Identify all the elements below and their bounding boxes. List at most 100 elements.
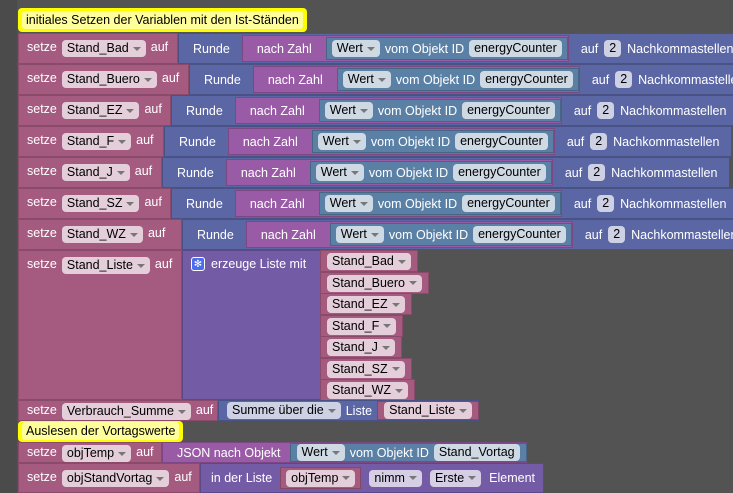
decimals-field[interactable]: 2 xyxy=(590,133,608,150)
set-variable-block[interactable]: setze Stand_WZ auf Runde nach Zahl Wert … xyxy=(18,219,733,250)
decimals-field[interactable]: 2 xyxy=(608,226,626,243)
variable-dropdown[interactable]: Stand_WZ xyxy=(327,382,409,399)
object-id-label: vom Objekt ID xyxy=(368,165,449,180)
get-value-block[interactable]: Wert vom Objekt ID energyCounter xyxy=(318,99,561,122)
variable-dropdown[interactable]: Stand_J xyxy=(327,339,395,356)
set-variable-block[interactable]: setze Stand_Buero auf Runde nach Zahl We… xyxy=(18,64,733,95)
object-id-field[interactable]: energyCounter xyxy=(453,164,546,181)
round-block[interactable]: Runde nach Zahl Wert vom Objekt ID energ… xyxy=(171,188,733,219)
variable-dropdown[interactable]: Stand_Buero xyxy=(61,71,157,88)
round-block[interactable]: Runde nach Zahl Wert vom Objekt ID energ… xyxy=(178,33,733,64)
variable-dropdown[interactable]: objTemp xyxy=(286,469,356,487)
set-variable-block[interactable]: setze Stand_F auf Runde nach Zahl Wert v… xyxy=(18,126,733,157)
set-variable-block[interactable]: setze Stand_EZ auf Runde nach Zahl Wert … xyxy=(18,95,733,126)
decimals-field[interactable]: 2 xyxy=(615,71,633,88)
list-get-block[interactable]: in der Liste objTemp nimm Erste Element xyxy=(200,463,545,493)
object-id-field[interactable]: energyCounter xyxy=(462,102,555,119)
set-variable-block[interactable]: setze Stand_J auf Runde nach Zahl Wert v… xyxy=(18,157,731,188)
variable-dropdown[interactable]: Stand_F xyxy=(61,133,132,150)
set-variable-block[interactable]: setze Stand_Bad auf Runde nach Zahl Wert… xyxy=(18,33,733,64)
auf-label: auf xyxy=(564,165,583,180)
to-number-block[interactable]: nach Zahl Wert vom Objekt ID energyCount… xyxy=(225,159,553,186)
list-item-variable-block[interactable]: Stand_WZ xyxy=(320,379,416,401)
decimals-field[interactable]: 2 xyxy=(597,102,615,119)
object-id-field[interactable]: energyCounter xyxy=(473,226,566,243)
variable-dropdown[interactable]: Stand_SZ xyxy=(61,195,140,212)
comment-text: initiales Setzen der Variablen mit den I… xyxy=(22,11,303,29)
create-list-block[interactable]: ✻ erzeuge Liste mit xyxy=(182,250,322,400)
variable-dropdown[interactable]: Stand_SZ xyxy=(327,360,405,378)
attribute-dropdown[interactable]: Wert xyxy=(324,195,373,212)
list-item-variable-block[interactable]: Stand_SZ xyxy=(320,357,412,380)
object-id-field[interactable]: energyCounter xyxy=(480,71,573,88)
attribute-dropdown[interactable]: Wert xyxy=(296,444,345,461)
gear-icon[interactable]: ✻ xyxy=(191,257,205,271)
attribute-dropdown[interactable]: Wert xyxy=(324,102,373,119)
object-id-field[interactable]: energyCounter xyxy=(462,195,555,212)
json-to-object-block[interactable]: JSON nach Objekt Wert vom Objekt ID Stan… xyxy=(162,442,527,463)
variable-dropdown[interactable]: objTemp xyxy=(61,445,132,462)
variable-dropdown[interactable]: Verbrauch_Summe xyxy=(61,403,191,420)
mode-dropdown[interactable]: nimm xyxy=(369,469,422,487)
round-block[interactable]: Runde nach Zahl Wert vom Objekt ID energ… xyxy=(162,157,731,188)
list-item-variable-block[interactable]: Stand_EZ xyxy=(320,293,412,315)
set-objstandvortag-block[interactable]: setze objStandVortag auf in der Liste ob… xyxy=(18,463,545,493)
set-stand-liste-block[interactable]: setze Stand_Liste auf ✻ erzeuge Liste mi… xyxy=(18,250,322,400)
set-objtemp-block[interactable]: setze objTemp auf JSON nach Objekt Wert … xyxy=(18,442,527,463)
variable-dropdown[interactable]: objStandVortag xyxy=(61,470,170,487)
to-number-block[interactable]: nach Zahl Wert vom Objekt ID energyCount… xyxy=(234,190,562,217)
list-item-variable-block[interactable]: Stand_J xyxy=(320,336,402,358)
to-number-block[interactable]: nach Zahl Wert vom Objekt ID energyCount… xyxy=(245,221,573,248)
get-value-block[interactable]: Wert vom Objekt ID Stand_Vortag xyxy=(289,443,527,462)
variable-dropdown[interactable]: Stand_Liste xyxy=(61,257,150,274)
variable-dropdown[interactable]: Stand_WZ xyxy=(61,226,143,243)
math-on-list-block[interactable]: Summe über die Liste Stand_Liste xyxy=(218,400,480,421)
attribute-dropdown[interactable]: Wert xyxy=(317,133,366,150)
to-number-block[interactable]: nach Zahl Wert vom Objekt ID energyCount… xyxy=(227,128,555,155)
object-id-field[interactable]: Stand_Vortag xyxy=(433,444,520,461)
get-value-block[interactable]: Wert vom Objekt ID energyCounter xyxy=(309,161,552,184)
to-number-block[interactable]: nach Zahl Wert vom Objekt ID energyCount… xyxy=(241,35,569,62)
decimals-field[interactable]: 2 xyxy=(597,195,615,212)
attribute-dropdown[interactable]: Wert xyxy=(315,164,364,181)
variable-get-block[interactable]: Stand_Liste xyxy=(377,401,480,420)
object-id-field[interactable]: energyCounter xyxy=(455,133,548,150)
to-number-block[interactable]: nach Zahl Wert vom Objekt ID energyCount… xyxy=(252,66,580,93)
get-value-block[interactable]: Wert vom Objekt ID energyCounter xyxy=(336,68,579,91)
get-value-block[interactable]: Wert vom Objekt ID energyCounter xyxy=(325,37,568,60)
variable-dropdown[interactable]: Stand_EZ xyxy=(61,102,140,119)
setze-label: setze xyxy=(27,164,57,178)
variable-dropdown[interactable]: Stand_Liste xyxy=(384,402,473,419)
variable-dropdown[interactable]: Stand_J xyxy=(61,164,130,181)
round-block[interactable]: Runde nach Zahl Wert vom Objekt ID energ… xyxy=(164,126,733,157)
object-id-field[interactable]: energyCounter xyxy=(469,40,562,57)
operation-dropdown[interactable]: Summe über die xyxy=(227,402,341,419)
decimals-field[interactable]: 2 xyxy=(604,40,622,57)
variable-dropdown[interactable]: Stand_Buero xyxy=(327,274,422,292)
decimals-field[interactable]: 2 xyxy=(588,164,606,181)
round-block[interactable]: Runde nach Zahl Wert vom Objekt ID energ… xyxy=(171,95,733,126)
variable-dropdown[interactable]: Stand_Bad xyxy=(327,253,411,270)
where-dropdown[interactable]: Erste xyxy=(429,469,482,487)
set-variable-block[interactable]: setze Stand_SZ auf Runde nach Zahl Wert … xyxy=(18,188,733,219)
variable-dropdown[interactable]: Stand_Bad xyxy=(61,40,146,57)
round-block[interactable]: Runde nach Zahl Wert vom Objekt ID energ… xyxy=(189,64,733,95)
list-item-variable-block[interactable]: Stand_F xyxy=(320,314,404,337)
get-value-block[interactable]: Wert vom Objekt ID energyCounter xyxy=(311,130,554,153)
comment-block[interactable]: initiales Setzen der Variablen mit den I… xyxy=(18,8,307,32)
list-item-variable-block[interactable]: Stand_Buero xyxy=(320,271,429,294)
variable-dropdown[interactable]: Stand_F xyxy=(327,317,397,335)
comment-block[interactable]: Auslesen der Vortagswerte xyxy=(18,421,184,442)
to-number-block[interactable]: nach Zahl Wert vom Objekt ID energyCount… xyxy=(234,97,562,124)
set-verbrauch-summe-block[interactable]: setze Verbrauch_Summe auf Summe über die… xyxy=(18,400,480,421)
variable-dropdown[interactable]: Stand_EZ xyxy=(327,296,405,313)
list-item-variable-block[interactable]: Stand_Bad xyxy=(320,250,418,272)
object-id-label: vom Objekt ID xyxy=(377,103,458,118)
attribute-dropdown[interactable]: Wert xyxy=(335,226,384,243)
attribute-dropdown[interactable]: Wert xyxy=(342,71,391,88)
round-block[interactable]: Runde nach Zahl Wert vom Objekt ID energ… xyxy=(182,219,733,250)
get-value-block[interactable]: Wert vom Objekt ID energyCounter xyxy=(329,223,572,246)
variable-get-block[interactable]: objTemp xyxy=(280,467,362,489)
attribute-dropdown[interactable]: Wert xyxy=(331,40,380,57)
get-value-block[interactable]: Wert vom Objekt ID energyCounter xyxy=(318,192,561,215)
